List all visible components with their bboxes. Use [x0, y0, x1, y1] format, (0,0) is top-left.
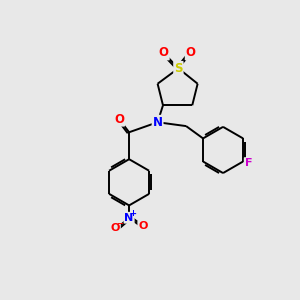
Text: O: O — [186, 46, 196, 59]
Text: +: + — [130, 209, 136, 218]
Text: N: N — [153, 116, 163, 129]
Text: O: O — [114, 113, 124, 126]
Text: O: O — [111, 223, 120, 233]
Text: O: O — [138, 221, 148, 231]
Text: −: − — [116, 219, 123, 228]
Text: F: F — [245, 158, 252, 168]
Text: O: O — [159, 46, 169, 59]
Text: N: N — [124, 213, 134, 223]
Text: S: S — [174, 62, 183, 75]
